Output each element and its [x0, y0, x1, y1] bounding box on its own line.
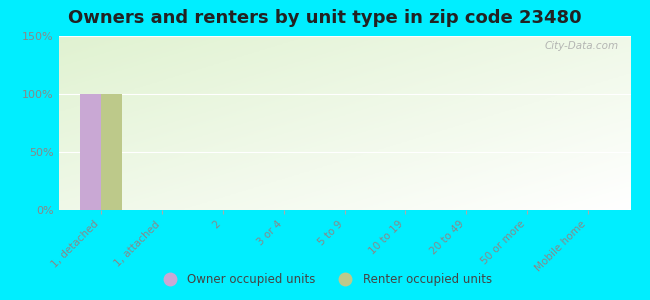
Bar — [101, 94, 122, 210]
Bar — [80, 94, 101, 210]
Text: Owners and renters by unit type in zip code 23480: Owners and renters by unit type in zip c… — [68, 9, 582, 27]
Text: City-Data.com: City-Data.com — [545, 41, 619, 51]
Legend: Owner occupied units, Renter occupied units: Owner occupied units, Renter occupied un… — [153, 269, 497, 291]
